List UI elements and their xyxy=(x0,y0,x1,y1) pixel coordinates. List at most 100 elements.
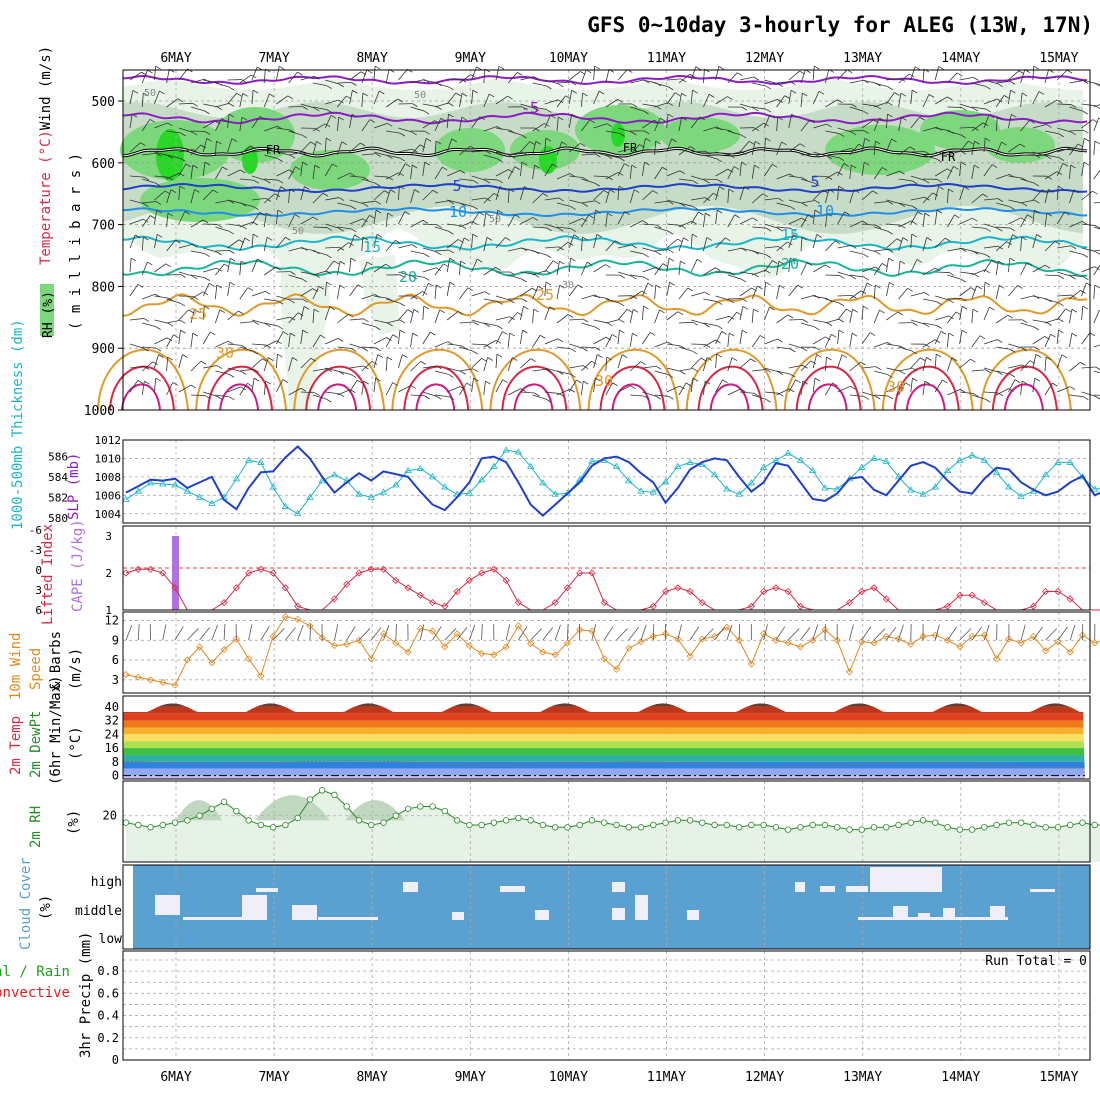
wind-barb xyxy=(752,250,766,256)
wind-barb xyxy=(898,382,906,396)
wind-barb xyxy=(752,106,767,110)
wind-barb xyxy=(167,212,174,217)
wind-barb xyxy=(1032,264,1046,273)
wind-barb xyxy=(487,357,493,361)
wind-barb xyxy=(764,223,778,229)
wind-barb xyxy=(678,146,691,156)
wind-barb xyxy=(662,263,668,267)
wind-barb xyxy=(1081,266,1095,273)
wind-barb xyxy=(837,171,843,176)
wind-barb xyxy=(227,386,241,393)
day-label-bottom: 13MAY xyxy=(843,1070,882,1085)
rh2m-point xyxy=(343,803,350,810)
wind-barb xyxy=(874,266,881,271)
wind-barb xyxy=(570,228,577,232)
wind-barb xyxy=(544,163,553,177)
wind-barb xyxy=(617,127,632,133)
wind-barb xyxy=(346,626,356,641)
wind-barb xyxy=(185,163,192,168)
wind-barb xyxy=(459,237,465,252)
wind-barb xyxy=(385,334,394,348)
wind-barb xyxy=(190,274,205,279)
temp-contour-30 xyxy=(391,349,484,411)
wind-barb xyxy=(174,626,184,641)
temp-contour-40 xyxy=(317,383,358,411)
cloud-high-block xyxy=(820,886,835,892)
wind-barb xyxy=(373,90,380,105)
wind-barb xyxy=(606,123,613,128)
temp-contour-label: 30 xyxy=(216,344,234,362)
thickness-point xyxy=(539,479,547,486)
wind-barb xyxy=(1069,362,1081,372)
temp-tick-label: 0 xyxy=(112,769,119,783)
cape-tick-label: 1 xyxy=(105,604,112,617)
wind-barb xyxy=(227,223,242,227)
wind-barb xyxy=(1022,319,1028,324)
wind-barb xyxy=(386,319,400,324)
wind-barb xyxy=(800,237,803,252)
wind-barb xyxy=(192,295,199,300)
li-point xyxy=(588,569,596,577)
temp-band xyxy=(123,775,1085,779)
li-point xyxy=(698,599,706,607)
wind-barb xyxy=(1058,133,1064,138)
wind-barb xyxy=(776,241,788,252)
li-point xyxy=(379,565,388,573)
day-label-bottom: 14MAY xyxy=(941,1070,980,1085)
wind-barb xyxy=(948,332,954,337)
wind-barb xyxy=(999,284,1005,289)
wind-barb xyxy=(886,170,900,177)
wind-barb xyxy=(570,81,577,86)
wind-barb xyxy=(471,175,486,181)
temp-contour-40 xyxy=(611,383,652,411)
wind-barb xyxy=(594,65,600,70)
wind-speed-point xyxy=(281,613,289,621)
thickness-ylabel: 1000-500mb Thickness (dm) xyxy=(10,319,26,530)
wind-barb xyxy=(659,117,666,122)
wind-barb xyxy=(363,380,370,385)
wind-speed-point xyxy=(453,630,461,638)
wind-barb xyxy=(655,267,661,271)
wind-barb xyxy=(435,140,442,145)
wind-barb xyxy=(361,178,376,184)
wind-barb xyxy=(208,282,215,287)
wind-speed-point xyxy=(894,635,903,643)
wind-barb xyxy=(792,234,799,239)
wind-barb xyxy=(837,354,843,369)
wind-speed-point xyxy=(183,656,191,664)
rh2m-point xyxy=(735,824,743,831)
temp-contour-40 xyxy=(807,383,848,411)
wind-barb xyxy=(448,396,455,400)
wind-barb xyxy=(468,624,476,641)
wind-barb xyxy=(154,378,157,393)
wind-barb xyxy=(703,357,708,372)
wind-barb xyxy=(325,197,340,201)
wind-barb xyxy=(1058,157,1064,161)
wind-barb xyxy=(434,263,444,276)
wind-barb xyxy=(654,394,669,397)
wind-barb xyxy=(1081,119,1094,129)
wind-barb xyxy=(172,382,178,386)
wind-barb xyxy=(1009,206,1015,211)
wind-barb xyxy=(216,140,222,145)
wind-barb xyxy=(822,189,829,194)
wind-speed-point xyxy=(858,638,866,646)
wind-barb xyxy=(251,258,258,273)
wind-barb xyxy=(312,123,326,132)
wind-barb xyxy=(593,66,596,81)
wind-barb xyxy=(398,244,413,249)
wind-barb xyxy=(392,334,398,338)
wind-barb xyxy=(277,158,283,162)
wind-barb xyxy=(807,214,814,219)
wind-barb xyxy=(190,144,202,156)
wind-barb xyxy=(373,263,386,273)
temp-contour-label: -5 xyxy=(521,99,539,117)
wind-barb xyxy=(447,78,462,81)
wind-barb xyxy=(269,93,275,98)
wind-barb xyxy=(1058,275,1065,280)
wind-barb xyxy=(605,154,620,159)
wind-barb xyxy=(326,270,332,275)
wind-barb xyxy=(520,247,535,252)
thickness-point xyxy=(330,470,339,478)
li-point xyxy=(747,602,755,610)
